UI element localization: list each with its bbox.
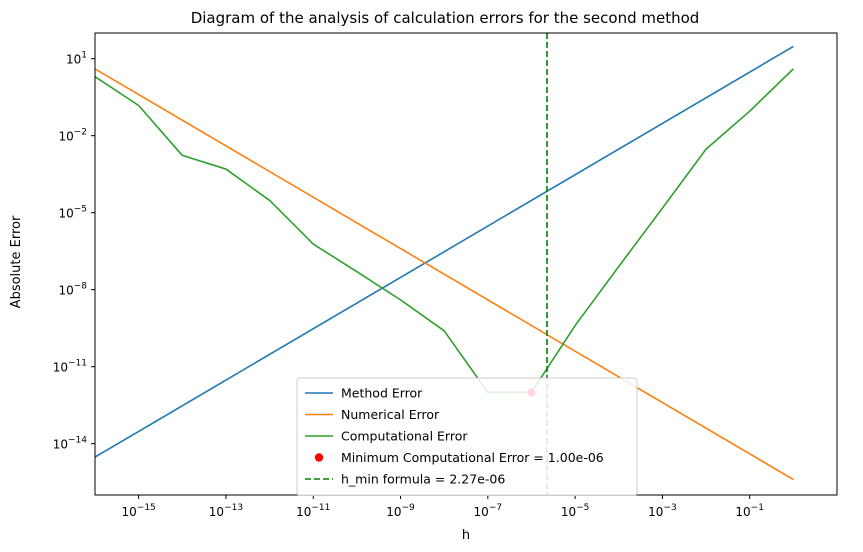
legend-swatch <box>314 453 324 462</box>
legend-label: Numerical Error <box>341 407 440 422</box>
legend-item: Method Error <box>305 386 423 401</box>
y-axis-label: Absolute Error <box>9 215 24 308</box>
x-tick-label: 10−15 <box>122 503 156 519</box>
x-tick-label: 10−1 <box>735 503 764 519</box>
legend-item: Numerical Error <box>305 407 440 422</box>
chart-title: Diagram of the analysis of calculation e… <box>191 9 700 27</box>
legend-item: Minimum Computational Error = 1.00e-06 <box>314 450 604 465</box>
x-tick-label: 10−3 <box>648 503 677 519</box>
y-tick-label: 10−5 <box>58 205 87 221</box>
legend-label: Method Error <box>341 386 423 401</box>
legend-label: h_min formula = 2.27e-06 <box>341 472 505 487</box>
y-tick-label: 10−2 <box>58 128 87 144</box>
series-line-method-error <box>95 45 794 458</box>
x-tick-label: 10−11 <box>296 503 330 519</box>
x-tick-label: 10−7 <box>474 503 503 519</box>
y-tick-label: 101 <box>66 51 87 67</box>
legend-label: Minimum Computational Error = 1.00e-06 <box>341 450 604 465</box>
series-line-computational-error <box>95 68 794 394</box>
x-tick-label: 10−9 <box>386 503 415 519</box>
x-axis-label: h <box>462 528 470 543</box>
legend-item: Computational Error <box>305 429 468 444</box>
x-tick-label: 10−5 <box>561 503 590 519</box>
legend-box <box>296 377 638 496</box>
x-tick-label: 10−13 <box>209 503 243 519</box>
y-tick-label: 10−14 <box>53 436 88 452</box>
y-tick-label: 10−11 <box>53 359 87 375</box>
y-tick-label: 10−8 <box>58 282 87 298</box>
legend: Method Error Numerical Error Computational… <box>296 377 638 496</box>
axis-ticks: 10−15 10−13 10−11 10−9 10−7 10−5 10−3 10−1 101 10… <box>53 51 764 519</box>
series-line-numerical-error <box>95 68 794 481</box>
legend-label: Computational Error <box>341 429 468 444</box>
legend-item: h_min formula = 2.27e-06 <box>305 472 505 487</box>
